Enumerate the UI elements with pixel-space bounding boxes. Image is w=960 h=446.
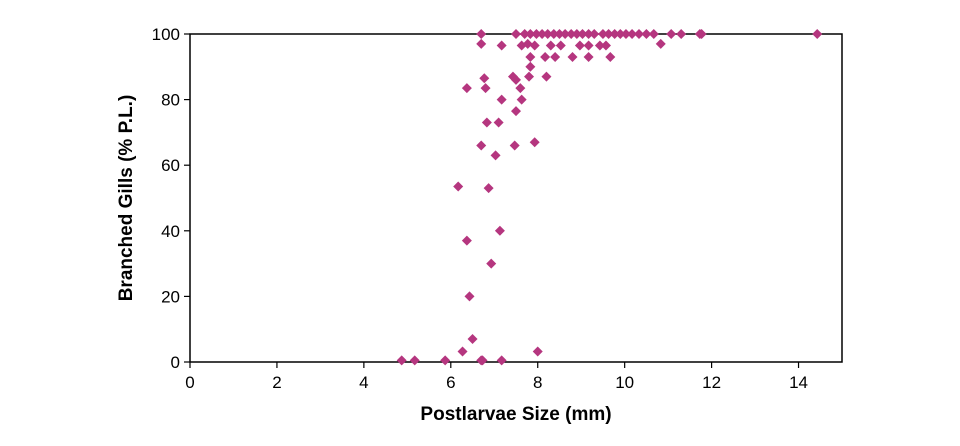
data-point	[597, 29, 608, 39]
x-tick-label: 2	[272, 373, 281, 392]
data-point	[812, 29, 823, 39]
data-point	[496, 40, 507, 51]
data-point	[511, 106, 521, 117]
data-point	[525, 51, 536, 62]
data-point	[453, 181, 464, 192]
data-point	[550, 51, 561, 62]
data-point	[464, 291, 475, 302]
data-point	[511, 74, 521, 85]
data-point	[532, 346, 543, 357]
x-tick-label: 0	[185, 373, 194, 392]
data-point	[567, 51, 578, 62]
data-point	[554, 29, 565, 39]
data-point	[566, 29, 577, 39]
data-point	[571, 29, 582, 39]
data-point	[493, 117, 504, 128]
data-point	[676, 29, 687, 39]
data-point	[461, 83, 472, 94]
data-point	[496, 94, 507, 105]
data-point	[461, 235, 472, 246]
data-point	[641, 29, 652, 39]
data-point	[480, 83, 491, 94]
data-points	[396, 29, 823, 366]
data-point	[541, 71, 552, 82]
data-point	[555, 40, 566, 51]
data-point	[516, 94, 527, 105]
data-point	[525, 61, 536, 72]
x-tick-label: 10	[615, 373, 634, 392]
data-point	[696, 29, 707, 39]
data-point	[594, 40, 605, 51]
data-point	[583, 51, 594, 62]
data-point	[655, 38, 666, 49]
data-point	[666, 29, 677, 39]
y-tick-label: 80	[161, 91, 180, 110]
data-point	[577, 29, 588, 39]
data-point	[609, 29, 620, 39]
y-tick-label: 60	[161, 156, 180, 175]
data-point	[574, 40, 585, 51]
data-point	[477, 355, 488, 366]
data-point	[548, 29, 559, 39]
data-point	[605, 51, 616, 62]
data-point	[537, 29, 548, 39]
data-point	[440, 355, 451, 366]
data-point	[522, 38, 533, 49]
data-point	[409, 355, 420, 366]
data-point	[542, 29, 553, 39]
data-point	[396, 355, 407, 366]
data-point	[529, 40, 540, 51]
data-point	[481, 117, 492, 128]
y-tick-label: 0	[171, 353, 180, 372]
data-point	[529, 137, 540, 148]
data-point	[615, 29, 626, 39]
data-point	[486, 258, 497, 269]
data-point	[519, 29, 530, 39]
data-point	[515, 83, 526, 94]
data-point	[483, 183, 494, 194]
data-point	[560, 29, 571, 39]
data-point	[634, 29, 645, 39]
x-tick-label: 8	[533, 373, 542, 392]
data-point	[545, 40, 556, 51]
x-axis-title: Postlarvae Size (mm)	[420, 404, 611, 425]
data-point	[627, 29, 638, 39]
y-tick-label: 100	[152, 25, 180, 44]
data-point	[603, 29, 614, 39]
data-point	[494, 225, 505, 236]
data-point	[600, 40, 611, 51]
data-point	[648, 29, 659, 39]
x-tick-label: 12	[702, 373, 721, 392]
data-point	[583, 40, 594, 51]
data-point	[509, 140, 520, 151]
data-point	[496, 355, 507, 366]
x-tick-label: 6	[446, 373, 455, 392]
x-tick-label: 14	[789, 373, 808, 392]
data-point	[583, 29, 594, 39]
y-tick-label: 40	[161, 222, 180, 241]
data-point	[589, 29, 600, 39]
data-point	[476, 38, 487, 49]
data-point	[524, 71, 535, 82]
x-tick-label: 4	[359, 373, 368, 392]
data-point	[476, 140, 487, 151]
y-axis-title: Branched Gills (% P.L.)	[116, 95, 137, 302]
data-point	[467, 334, 478, 345]
data-point	[457, 346, 468, 357]
y-tick-label: 20	[161, 287, 180, 306]
data-point	[620, 29, 631, 39]
y-axis: 0 20 40 60 80 100	[152, 25, 190, 372]
x-axis: 0 2 4 6 8 10 12 14	[185, 362, 808, 392]
data-point	[531, 29, 542, 39]
data-point	[540, 51, 551, 62]
data-point	[479, 73, 490, 84]
data-point	[490, 150, 501, 161]
data-point	[511, 29, 521, 39]
data-point	[525, 29, 536, 39]
data-point	[476, 29, 487, 39]
